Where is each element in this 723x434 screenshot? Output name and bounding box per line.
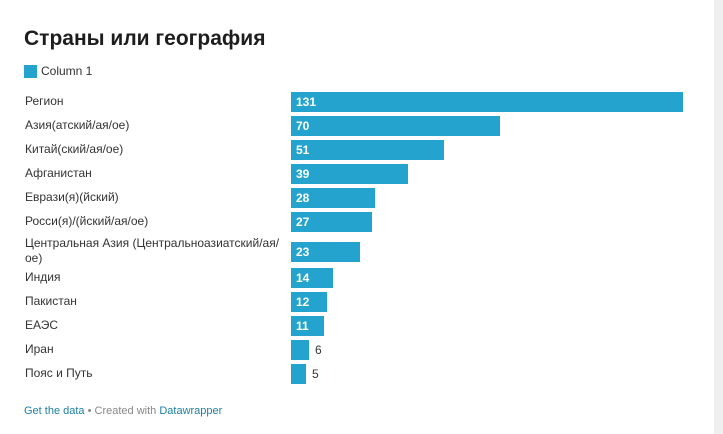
bar-row: Пакистан 12: [0, 292, 723, 316]
category-label: Китай(ский/ая/ое): [25, 142, 124, 156]
legend-label: Column 1: [41, 64, 93, 78]
bar-row: Центральная Азия (Центральноазиатский/ая…: [0, 236, 723, 268]
category-label: Центральная Азия (Центральноазиатский/ая…: [25, 236, 280, 265]
bar-value-label: 23: [296, 245, 310, 259]
category-label: Росси(я)/(йский/ая/ое): [25, 214, 149, 228]
bar-value-label: 51: [296, 143, 310, 157]
bar-value-label: 11: [296, 319, 309, 333]
legend: Column 1: [24, 64, 92, 78]
bar: [291, 340, 309, 360]
category-label: Еврази(я)(йский): [25, 190, 119, 204]
bar: [291, 188, 375, 208]
datawrapper-link[interactable]: Datawrapper: [159, 405, 223, 417]
bar: [291, 364, 306, 384]
category-label: Индия: [25, 270, 61, 284]
bar-value-label: 27: [296, 215, 310, 229]
bar-row: Азия(атский/ая/ое) 70: [0, 116, 723, 140]
bar: [291, 292, 327, 312]
category-label: ЕАЭС: [25, 318, 59, 332]
footer: Get the data • Created with Datawrapper: [24, 405, 222, 417]
bar-row: Китай(ский/ая/ое) 51: [0, 140, 723, 164]
bar-value-label: 6: [315, 343, 322, 357]
chart-title: Страны или география: [24, 27, 266, 50]
legend-swatch: [24, 64, 37, 78]
get-data-link[interactable]: Get the data: [24, 405, 85, 417]
bar: [291, 116, 500, 136]
bar-row: Афганистан 39: [0, 164, 723, 188]
category-label: Пакистан: [25, 294, 77, 308]
category-label: Азия(атский/ая/ое): [25, 118, 130, 132]
bar: [291, 92, 683, 112]
bar-value-label: 70: [296, 119, 310, 133]
bar: [291, 164, 408, 184]
window-edge: [714, 0, 723, 434]
bar: [291, 316, 324, 336]
bar-row: ЕАЭС 11: [0, 316, 723, 340]
created-with-text: • Created with: [84, 405, 160, 417]
category-label: Афганистан: [25, 166, 92, 180]
bar-value-label: 12: [296, 295, 310, 309]
bar: [291, 212, 372, 232]
bar-value-label: 131: [296, 95, 317, 109]
bar: [291, 268, 333, 288]
category-label: Регион: [25, 94, 64, 108]
bar-value-label: 5: [312, 367, 319, 381]
bar: [291, 242, 360, 262]
bar-row: Росси(я)/(йский/ая/ое) 27: [0, 212, 723, 236]
bar-row: Еврази(я)(йский) 28: [0, 188, 723, 212]
bar: [291, 140, 444, 160]
bar-row: Регион 131: [0, 92, 723, 116]
bar-value-label: 28: [296, 191, 310, 205]
bar-row: Пояс и Путь 5: [0, 364, 723, 388]
category-label: Иран: [25, 342, 54, 356]
bar-value-label: 39: [296, 167, 310, 181]
bar-row: Индия 14: [0, 268, 723, 292]
bar-row: Иран 6: [0, 340, 723, 364]
category-label: Пояс и Путь: [25, 366, 93, 380]
bar-value-label: 14: [296, 271, 310, 285]
